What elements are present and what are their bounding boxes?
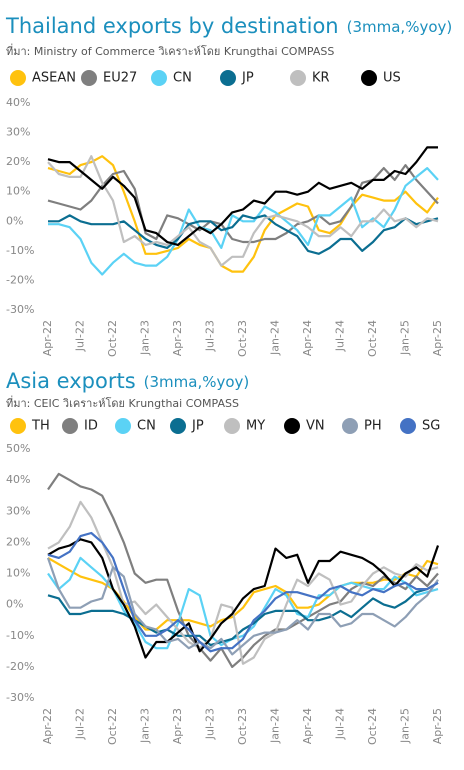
- x-tick-label: Jul-22: [74, 320, 87, 352]
- x-tick-label: Apr-24: [301, 708, 314, 744]
- y-tick-label: -30%: [6, 691, 34, 704]
- legend-marker: [342, 418, 358, 434]
- legend-marker: [151, 70, 167, 86]
- series-line: [47, 146, 438, 246]
- y-tick-label: 10%: [6, 567, 30, 580]
- legend-marker: [170, 418, 186, 434]
- x-tick-label: Jul-23: [204, 320, 217, 352]
- legend-label: ASEAN: [32, 71, 76, 86]
- series-line: [48, 214, 439, 255]
- title-unit: (3mma,%yoy): [144, 373, 250, 391]
- series-line: [47, 155, 439, 267]
- series-line: [46, 557, 439, 656]
- x-tick-label: Apr-25: [431, 320, 444, 356]
- y-tick-label: 30%: [6, 504, 30, 517]
- x-tick-label: Jan-23: [139, 708, 152, 744]
- x-tick-label: Apr-25: [431, 708, 444, 744]
- legend-label: SG: [422, 419, 440, 434]
- legend-label: PH: [364, 419, 382, 434]
- x-tick-label: Jul-23: [204, 708, 217, 740]
- legend-marker: [115, 418, 131, 434]
- y-tick-label: -30%: [6, 303, 34, 316]
- series-line: [47, 531, 439, 653]
- x-tick-label: Apr-22: [41, 320, 54, 356]
- legend-marker: [284, 418, 300, 434]
- x-tick-label: Oct-24: [366, 708, 379, 745]
- chart-title: Asia exports (3mma,%yoy): [6, 369, 249, 393]
- x-tick-label: Jan-25: [399, 320, 412, 356]
- series-line: [47, 472, 439, 668]
- legend-marker: [81, 70, 97, 86]
- y-tick-label: -20%: [6, 660, 34, 673]
- x-tick-label: Apr-23: [171, 320, 184, 356]
- x-tick-label: Oct-23: [236, 320, 249, 357]
- legend-marker: [62, 418, 78, 434]
- source: ที่มา: Ministry of Commerce วิเคราะห์โดย…: [6, 43, 334, 58]
- legend-marker: [10, 418, 26, 434]
- series-line: [47, 155, 439, 273]
- title-text: Thailand exports by destination: [5, 14, 339, 38]
- title-unit: (3mma,%yoy): [347, 18, 453, 36]
- y-tick-label: 30%: [6, 126, 30, 139]
- x-tick-label: Jan-25: [399, 708, 412, 744]
- legend-label: CN: [173, 71, 192, 86]
- legend-label: JP: [241, 71, 254, 86]
- x-tick-label: Oct-23: [236, 708, 249, 745]
- y-tick-label: 20%: [6, 535, 30, 548]
- series-line: [47, 581, 439, 647]
- legend-label: US: [383, 71, 401, 86]
- x-tick-label: Apr-22: [41, 708, 54, 744]
- y-tick-label: 40%: [6, 473, 30, 486]
- legend-label: TH: [31, 419, 50, 434]
- legend-label: KR: [312, 71, 330, 86]
- x-tick-label: Jul-24: [334, 320, 347, 352]
- x-tick-label: Jan-23: [139, 320, 152, 356]
- y-tick-label: -10%: [6, 244, 34, 257]
- x-tick-label: Oct-22: [106, 320, 119, 357]
- legend-label: CN: [137, 419, 156, 434]
- legend-label: MY: [246, 419, 265, 434]
- series-line: [47, 538, 440, 659]
- y-tick-label: 0%: [6, 214, 23, 227]
- y-tick-label: -10%: [6, 629, 34, 642]
- x-tick-label: Oct-22: [106, 708, 119, 745]
- legend-marker: [220, 70, 236, 86]
- legend-marker: [361, 70, 377, 86]
- x-tick-label: Jan-24: [269, 320, 282, 356]
- y-tick-label: 20%: [6, 155, 30, 168]
- legend-label: EU27: [103, 71, 137, 86]
- x-tick-label: Jul-24: [334, 708, 347, 740]
- y-tick-label: 50%: [6, 442, 30, 455]
- title-text: Asia exports: [6, 369, 136, 393]
- legend-label: ID: [84, 419, 98, 434]
- series-line: [47, 164, 439, 244]
- y-tick-label: 40%: [6, 96, 30, 109]
- y-tick-label: -20%: [6, 273, 34, 286]
- legend-marker: [10, 70, 26, 86]
- y-tick-label: 10%: [6, 185, 30, 198]
- y-tick-label: 0%: [6, 598, 23, 611]
- legend-label: VN: [306, 419, 325, 434]
- legend-marker: [224, 418, 240, 434]
- x-tick-label: Jul-22: [74, 708, 87, 740]
- x-tick-label: Oct-24: [366, 320, 379, 357]
- legend-marker: [400, 418, 416, 434]
- x-tick-label: Apr-24: [301, 320, 314, 356]
- legend-label: JP: [191, 419, 204, 434]
- x-tick-label: Jan-24: [269, 708, 282, 744]
- series-line: [48, 167, 439, 276]
- source: ที่มา: CEIC วิเคราะห์โดย Krungthai COMPA…: [6, 395, 239, 410]
- x-tick-label: Apr-23: [171, 708, 184, 744]
- chart-title: Thailand exports by destination (3mma,%yo…: [5, 14, 452, 38]
- legend-marker: [290, 70, 306, 86]
